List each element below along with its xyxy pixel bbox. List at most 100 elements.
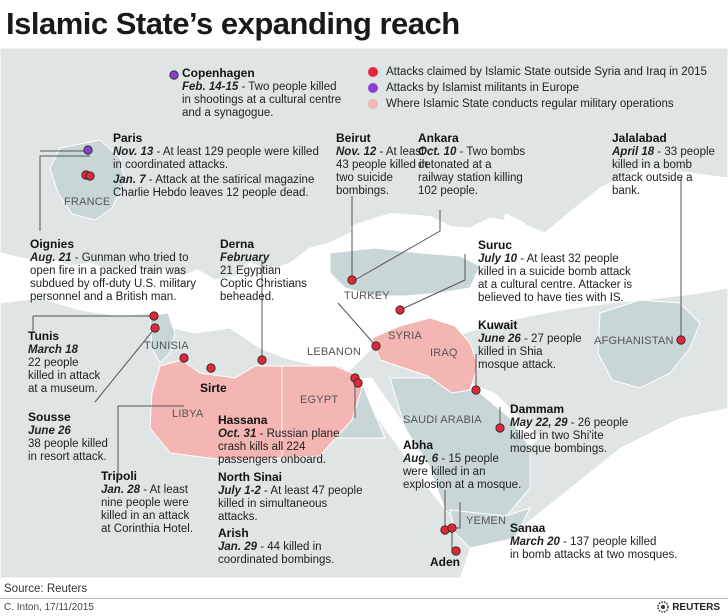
marker-hassana-2 — [353, 378, 363, 388]
legend-item-europe: Attacks by Islamist militants in Europe — [368, 80, 707, 96]
country-label-france: FRANCE — [64, 196, 111, 208]
legend-item-claimed: Attacks claimed by Islamic State outside… — [368, 64, 707, 80]
event-text: 22 people — [28, 357, 79, 369]
event-beirut: Beirut Nov. 12 - At least 43 people kill… — [336, 132, 428, 198]
leader-ankara — [354, 210, 441, 281]
event-text: killed in a suicide bomb attack — [478, 266, 631, 278]
country-label-turkey: TURKEY — [344, 290, 390, 302]
event-ankara: Ankara Oct. 10 - Two bombs detonated at … — [418, 132, 525, 198]
event-text: - 26 people — [567, 417, 629, 429]
event-text: two suicide — [336, 172, 393, 184]
leader-tripoli — [117, 405, 184, 478]
event-text: nine people were — [101, 497, 189, 509]
event-text: believed to have ties with IS. — [478, 292, 624, 304]
event-sousse: Sousse June 26 38 people killed in resor… — [28, 411, 108, 464]
event-text: in coordinated attacks. — [113, 159, 229, 171]
event-date: Aug. 21 — [30, 252, 72, 264]
event-text: mosque attack. — [478, 359, 556, 371]
event-text: - Two bombs — [456, 146, 526, 158]
event-text: - 137 people killed — [559, 536, 657, 548]
event-text: 21 Egyptian — [220, 265, 281, 277]
credit-line: C. Inton, 17/11/2015 — [4, 602, 94, 613]
event-date: Nov. 13 — [113, 146, 154, 158]
event-text: personnel and a British man. — [30, 291, 177, 303]
marker-ankara — [347, 275, 357, 285]
event-suruc: Suruc July 10 - At least 32 people kille… — [478, 239, 632, 305]
legend-swatch-is-zone — [368, 99, 378, 109]
country-label-afghanistan: AFGHANISTAN — [594, 335, 674, 347]
event-date: April 18 — [612, 146, 655, 158]
city-name: Tunis — [28, 329, 60, 343]
legend: Attacks claimed by Islamic State outside… — [368, 64, 707, 112]
event-text: - 33 people — [654, 146, 715, 158]
country-label-libya: LIBYA — [172, 408, 204, 420]
event-text: killed in attack — [28, 370, 101, 382]
legend-swatch-europe — [368, 83, 378, 93]
city-name: Paris — [113, 131, 143, 145]
marker-aden — [451, 546, 461, 556]
leader-beirut-b — [337, 302, 377, 347]
marker-dammam — [495, 423, 505, 433]
event-text: at Corinthia Hotel. — [101, 523, 194, 535]
country-label-iraq: IRAQ — [430, 347, 458, 359]
city-name: Tripoli — [101, 469, 137, 483]
event-date: Jan. 28 — [101, 484, 140, 496]
country-label-egypt: EGYPT — [300, 394, 339, 406]
event-date: Nov. 12 — [336, 146, 377, 158]
land-turkey — [329, 247, 481, 297]
marker-kuwait — [471, 385, 481, 395]
event-text: killed in an attack — [101, 510, 190, 522]
event-text: attack outside a — [612, 172, 693, 184]
event-north-sinai: North Sinai July 1-2 - At least 47 peopl… — [218, 471, 362, 524]
event-text: - 27 people — [520, 333, 582, 345]
is-zone-egypt — [281, 365, 363, 459]
event-text: killed in a bomb — [612, 159, 692, 171]
event-text: Coptic Christians — [220, 278, 307, 290]
event-kuwait: Kuwait June 26 - 27 people killed in Shi… — [478, 319, 582, 372]
reuters-logo-text: REUTERS — [672, 601, 720, 613]
event-text: crash kills all 224 — [218, 441, 306, 453]
marker-sousse — [150, 323, 160, 333]
event-text: open fire in a packed train was — [30, 265, 186, 277]
country-label-tunisia: TUNISIA — [144, 340, 189, 352]
event-text: killed in simultaneous — [218, 498, 328, 510]
event-oignies: Oignies Aug. 21 - Gunman who tried to op… — [30, 238, 196, 304]
event-date: Feb. 14-15 — [182, 81, 239, 93]
event-text: detonated at a — [418, 159, 492, 171]
legend-label: Where Islamic State conducts regular mil… — [386, 98, 674, 110]
marker-jalalabad — [676, 335, 686, 345]
city-name: Jalalabad — [612, 131, 667, 145]
marker-tunis — [149, 311, 159, 321]
event-jalalabad: Jalalabad April 18 - 33 people killed in… — [612, 132, 715, 198]
event-text: mosque bombings. — [510, 443, 608, 455]
event-text: at a museum. — [28, 383, 98, 395]
event-text: in shootings at a cultural centre — [182, 94, 342, 106]
event-date: Aug. 6 — [403, 453, 439, 465]
page-title: Islamic State’s expanding reach — [6, 6, 460, 41]
marker-beirut — [371, 341, 381, 351]
leader-suruc — [399, 254, 466, 311]
event-text: Charlie Hebdo leaves 12 people dead. — [113, 187, 309, 199]
city-name: Derna — [220, 237, 255, 251]
event-text: subdued by off-duty U.S. military — [30, 278, 196, 290]
event-text: - 44 killed in — [257, 541, 322, 553]
event-text: bombings. — [336, 185, 390, 197]
city-name: Hassana — [218, 413, 268, 427]
sea-arabian — [460, 408, 728, 578]
city-name: Copenhagen — [182, 66, 255, 80]
city-name: Beirut — [336, 131, 371, 145]
event-tripoli: Tripoli Jan. 28 - At least nine people w… — [101, 470, 193, 536]
leader-sanaa — [455, 502, 461, 529]
city-name: Dammam — [510, 402, 565, 416]
event-date: Oct. 10 — [418, 146, 457, 158]
event-text: 102 people. — [418, 185, 479, 197]
event-date: Oct. 31 — [218, 428, 257, 440]
marker-tripoli — [179, 353, 189, 363]
marker-sanaa — [447, 523, 457, 533]
event-text: - Russian plane — [256, 428, 340, 440]
source-note: Source: Reuters — [4, 583, 88, 595]
event-text: 38 people killed — [28, 438, 108, 450]
legend-label: Attacks by Islamist militants in Europe — [386, 82, 580, 94]
marker-derna — [257, 355, 267, 365]
is-zone-syria-iraq — [371, 317, 479, 394]
